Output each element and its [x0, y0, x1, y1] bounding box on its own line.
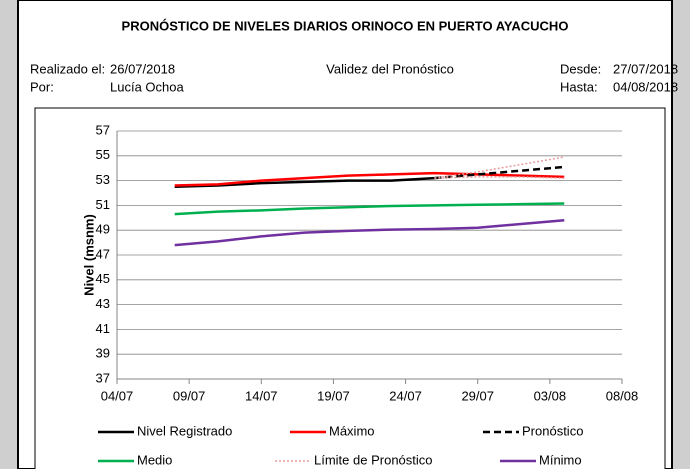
from-date: 27/07/2018 — [613, 61, 678, 76]
x-tick-label: 14/07 — [245, 388, 278, 403]
legend-label: Máximo — [329, 423, 375, 438]
x-tick-label: 24/07 — [389, 388, 422, 403]
legend-label: Pronóstico — [522, 423, 583, 438]
from-label: Desde: — [560, 61, 601, 76]
y-tick-label: 43 — [96, 296, 110, 311]
y-tick-label: 55 — [96, 147, 110, 162]
by-name: Lucía Ochoa — [110, 79, 184, 94]
y-tick-label: 45 — [96, 271, 110, 286]
x-tick-label: 29/07 — [461, 388, 494, 403]
series-line — [434, 176, 565, 179]
y-tick-label: 51 — [96, 197, 110, 212]
to-date: 04/08/2018 — [613, 79, 678, 94]
y-tick-label: 41 — [96, 321, 110, 336]
to-label: Hasta: — [560, 79, 598, 94]
y-tick-label: 53 — [96, 172, 110, 187]
x-tick-label: 09/07 — [173, 388, 206, 403]
series-line — [174, 171, 565, 187]
series-line — [174, 202, 565, 216]
legend-label: Medio — [137, 452, 172, 467]
legend-label: Mínimo — [539, 452, 582, 467]
validity: Validez del Pronóstico — [326, 61, 454, 76]
legend-label: Límite de Pronóstico — [314, 452, 433, 467]
legend-label: Nivel Registrado — [137, 423, 232, 438]
y-tick-label: 57 — [96, 122, 110, 137]
y-axis-label: Nivel (msnm) — [81, 214, 96, 296]
y-tick-label: 49 — [96, 222, 110, 237]
y-tick-label: 37 — [96, 370, 110, 385]
x-tick-label: 03/08 — [534, 388, 567, 403]
by-label: Por: — [30, 79, 54, 94]
y-tick-label: 39 — [96, 346, 110, 361]
series-line — [434, 156, 565, 179]
series-line — [174, 219, 565, 247]
x-tick-label: 08/08 — [606, 388, 639, 403]
chart-box — [34, 107, 666, 469]
x-tick-label: 19/07 — [317, 388, 350, 403]
made-date: 26/07/2018 — [110, 61, 175, 76]
y-tick-label: 47 — [96, 246, 110, 261]
x-tick-label: 04/07 — [101, 388, 134, 403]
title: PRONÓSTICO DE NIVELES DIARIOS ORINOCO EN… — [122, 18, 569, 33]
made-label: Realizado el: — [30, 61, 105, 76]
